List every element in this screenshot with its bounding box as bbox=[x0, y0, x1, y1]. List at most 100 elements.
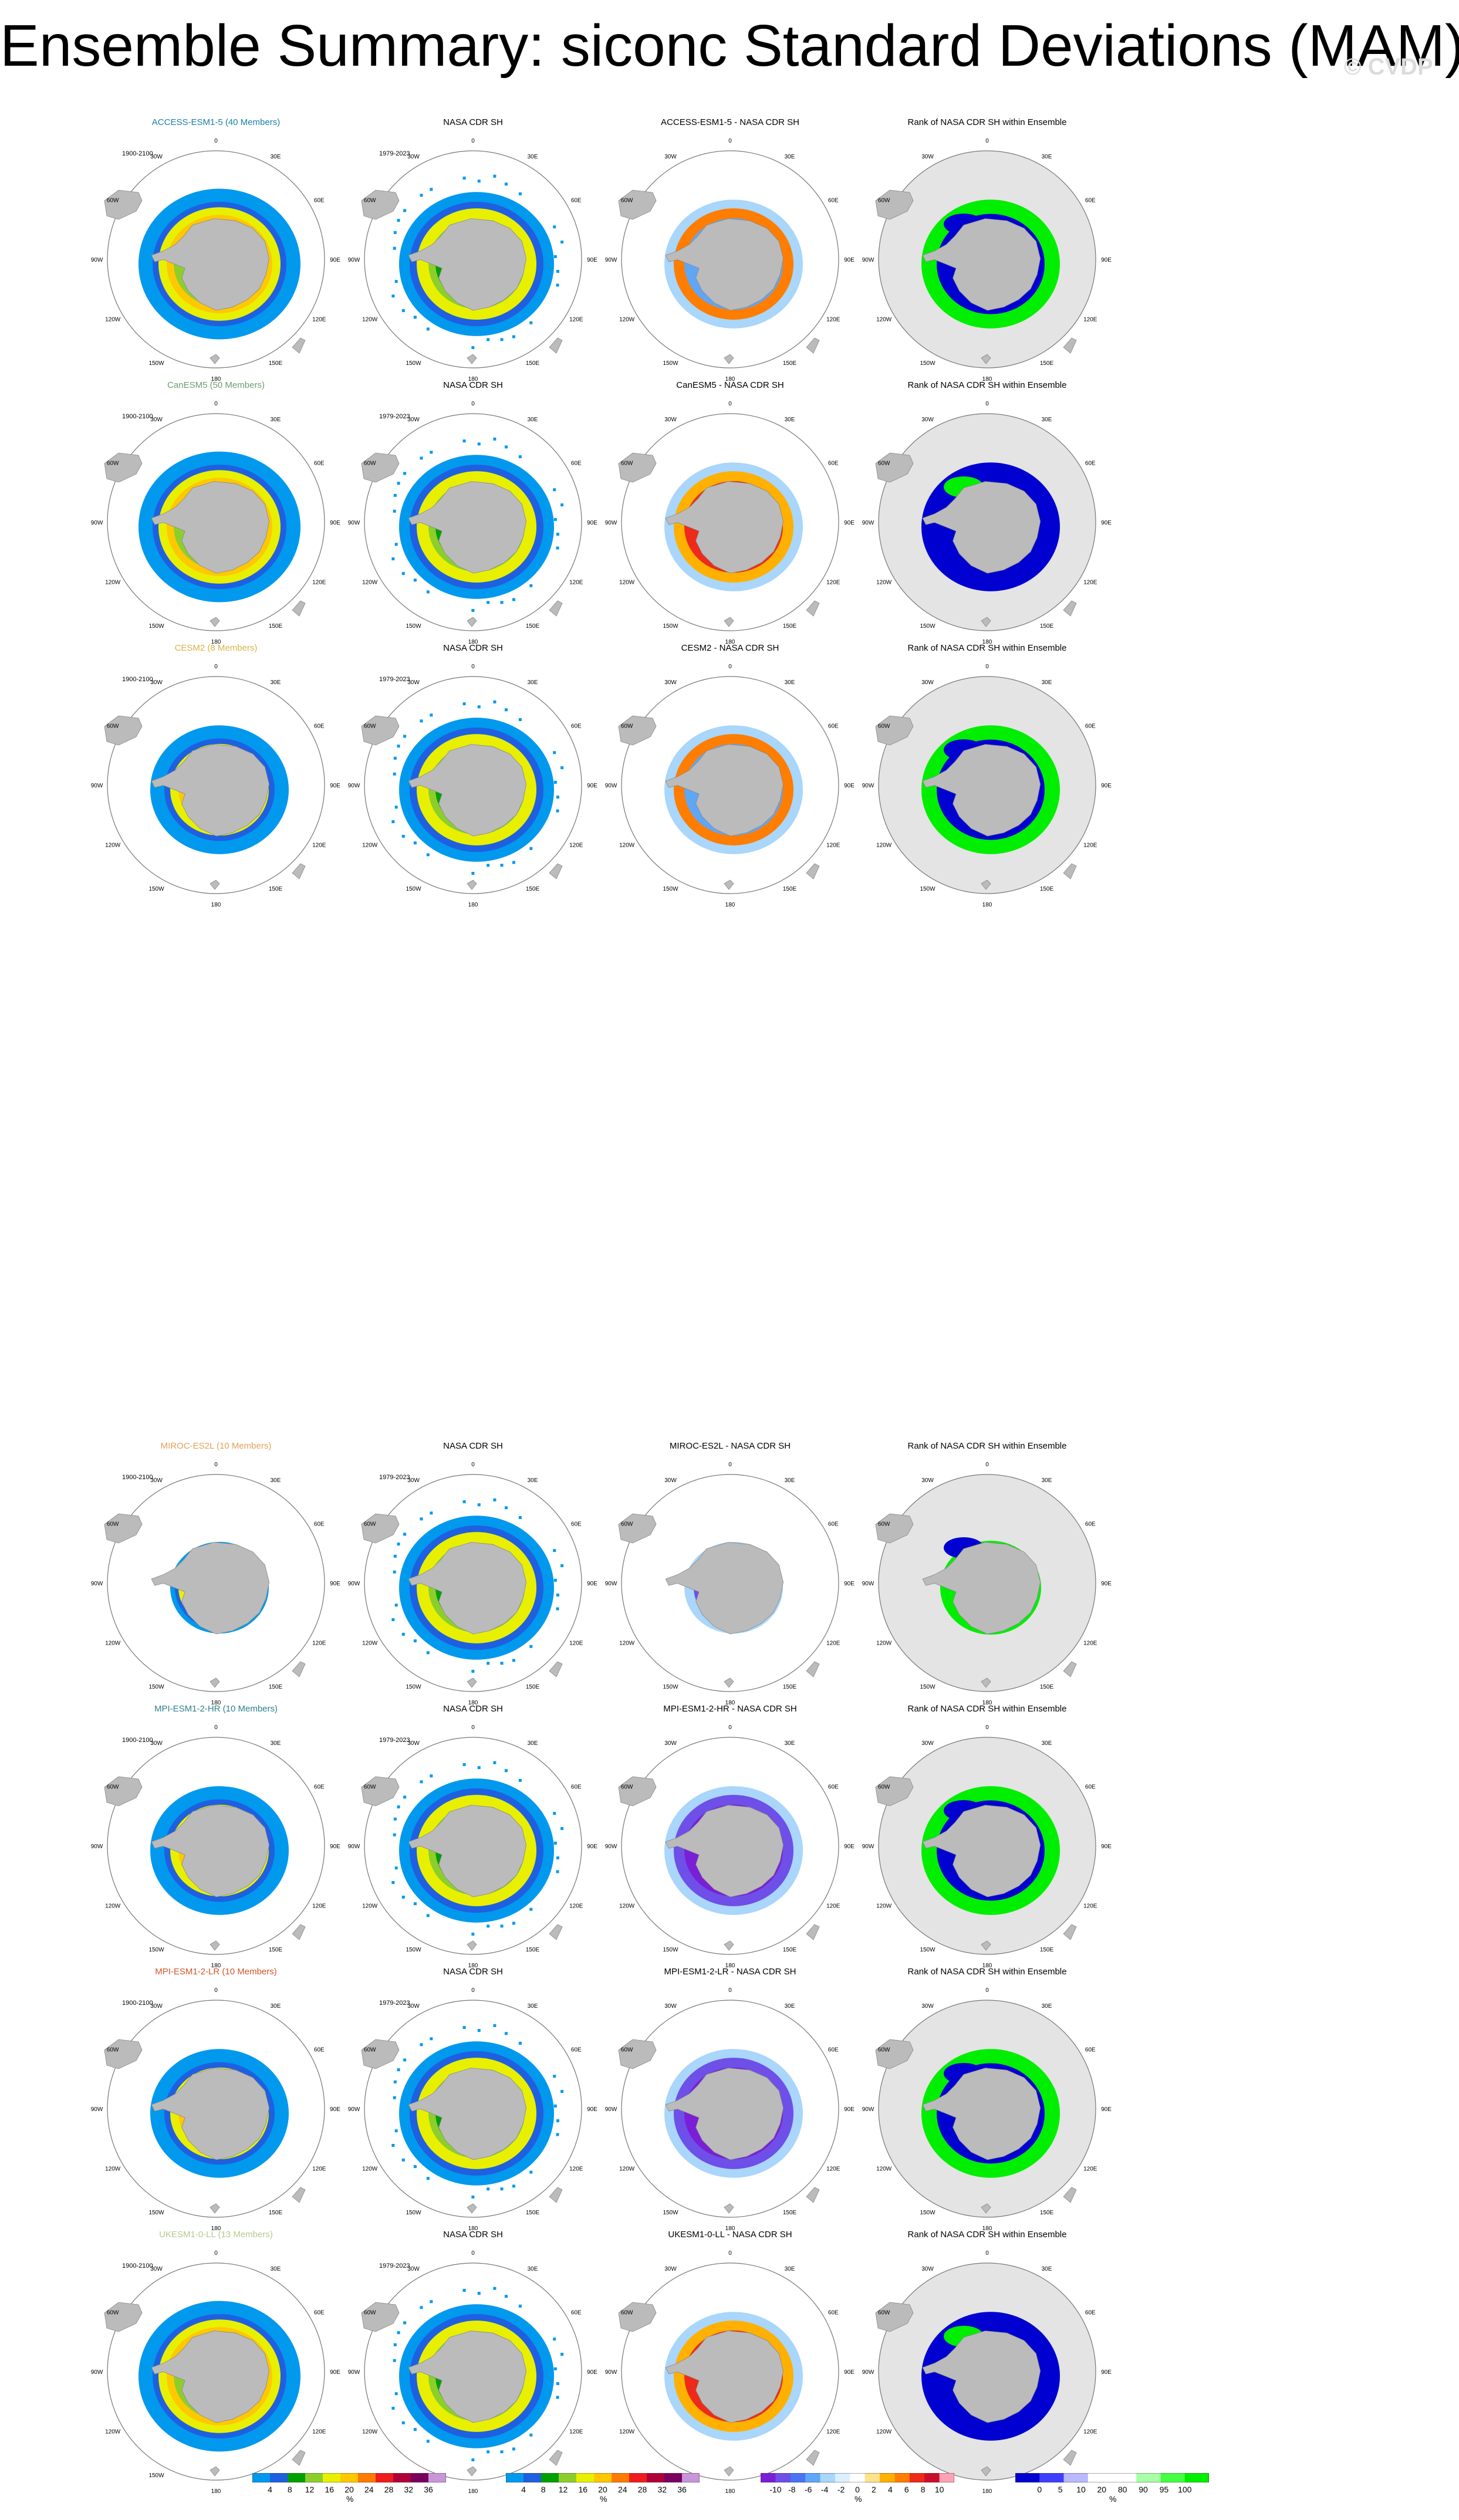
difference-panel-title: CanESM5 - NASA CDR SH bbox=[676, 380, 784, 390]
longitude-label: 60W bbox=[107, 198, 119, 204]
colorbar-swatch bbox=[1112, 2473, 1137, 2482]
antarctica-landmass bbox=[922, 1805, 1041, 1897]
sparse-std-cell bbox=[529, 1907, 533, 1911]
sparse-std-cell bbox=[393, 772, 396, 776]
longitude-label: 60E bbox=[571, 198, 582, 204]
south-america-landmass bbox=[875, 1513, 914, 1544]
sparse-std-cell bbox=[430, 188, 433, 191]
sparse-std-cell bbox=[397, 1805, 400, 1809]
colorbar-tick-label: 5 bbox=[1058, 2485, 1063, 2494]
sparse-std-cell bbox=[403, 1795, 407, 1799]
sparse-std-cell bbox=[394, 543, 398, 546]
sparse-std-cell bbox=[529, 2433, 533, 2437]
colorbar-swatch bbox=[805, 2473, 821, 2482]
longitude-label: 150E bbox=[526, 1684, 540, 1690]
antarctica-landmass bbox=[665, 218, 784, 311]
longitude-label: 60E bbox=[314, 723, 325, 730]
sparse-std-cell bbox=[401, 1895, 405, 1899]
sparse-std-cell bbox=[556, 2119, 559, 2123]
sparse-std-cell bbox=[393, 2343, 397, 2346]
antarctica-landmass bbox=[151, 744, 270, 837]
antarctica-landmass bbox=[665, 1542, 784, 1635]
longitude-label: 30E bbox=[528, 417, 538, 423]
sparse-std-cell bbox=[529, 1645, 533, 1648]
sparse-std-cell bbox=[397, 482, 400, 485]
longitude-label: 30E bbox=[271, 154, 281, 160]
south-america-landmass bbox=[104, 2039, 143, 2069]
sparse-std-cell bbox=[426, 2440, 430, 2443]
colorbar-swatch bbox=[775, 2473, 791, 2482]
longitude-label: 150E bbox=[526, 2210, 540, 2216]
longitude-label: 120W bbox=[105, 2429, 121, 2436]
longitude-label: 30E bbox=[785, 154, 795, 160]
new-zealand-landmass bbox=[210, 600, 306, 627]
longitude-label: 30E bbox=[528, 1740, 538, 1747]
rank-map: 0 30E 60E 90E 120E 150E 180 150W 120W 90W 60W 30W bbox=[862, 664, 1112, 908]
sparse-std-cell bbox=[556, 546, 559, 550]
antarctica-landmass bbox=[151, 481, 270, 574]
longitude-label: 150E bbox=[526, 886, 540, 892]
longitude-label: 120W bbox=[105, 1903, 121, 1910]
longitude-label: 180 bbox=[725, 376, 735, 383]
sparse-std-cell bbox=[529, 584, 533, 587]
longitude-label: 120W bbox=[105, 317, 121, 323]
longitude-label: 150W bbox=[406, 886, 421, 892]
longitude-label: 180 bbox=[725, 2225, 735, 2232]
model-map: 0 30E 60E 90E 120E 150E 180 150W 120W 90W 60W 30W bbox=[91, 1987, 341, 2232]
sparse-std-cell bbox=[529, 321, 533, 324]
sparse-std-cell bbox=[487, 601, 490, 604]
colorbar-swatch bbox=[576, 2473, 595, 2482]
longitude-label: 0 bbox=[214, 664, 218, 670]
longitude-label: 60E bbox=[1085, 723, 1096, 730]
longitude-label: 180 bbox=[725, 2488, 735, 2495]
longitude-label: 150E bbox=[783, 360, 797, 367]
longitude-label: 90E bbox=[587, 1581, 597, 1587]
colorbar-swatch bbox=[761, 2473, 776, 2482]
longitude-label: 180 bbox=[211, 639, 221, 645]
longitude-label: 60E bbox=[571, 1521, 582, 1528]
colorbar-swatch bbox=[1160, 2473, 1186, 2482]
sparse-std-cell bbox=[560, 2353, 564, 2356]
longitude-label: 60E bbox=[828, 1784, 839, 1791]
sparse-std-cell bbox=[477, 180, 481, 183]
longitude-label: 30W bbox=[407, 154, 420, 160]
longitude-label: 30W bbox=[664, 417, 677, 423]
colorbar-swatch bbox=[924, 2473, 940, 2482]
sparse-std-cell bbox=[403, 2321, 407, 2325]
model-period-label: 1900-2100 bbox=[122, 413, 153, 420]
colorbar-tick-label: 20 bbox=[598, 2485, 607, 2494]
obs-period-label: 1979-2023 bbox=[379, 676, 410, 683]
longitude-label: 150W bbox=[148, 2472, 164, 2479]
difference-panel-title: UKESM1-0-LL - NASA CDR SH bbox=[668, 2230, 792, 2240]
sparse-std-cell bbox=[393, 493, 397, 497]
colorbar-swatch bbox=[939, 2473, 954, 2482]
colorbar-swatch bbox=[647, 2473, 665, 2482]
longitude-label: 30E bbox=[785, 679, 795, 686]
sparse-std-cell bbox=[487, 2450, 490, 2454]
sparse-std-cell bbox=[430, 1511, 433, 1515]
sparse-std-cell bbox=[420, 456, 423, 460]
antarctica-landmass bbox=[922, 744, 1041, 837]
longitude-label: 60E bbox=[314, 1784, 325, 1791]
colorbar-swatch bbox=[1063, 2473, 1089, 2482]
south-america-landmass bbox=[361, 2039, 400, 2069]
longitude-label: 90E bbox=[844, 1581, 855, 1587]
sparse-std-cell bbox=[504, 2032, 508, 2035]
longitude-label: 90W bbox=[605, 520, 617, 526]
longitude-label: 90E bbox=[330, 1581, 340, 1587]
longitude-label: 30W bbox=[150, 2003, 163, 2010]
longitude-label: 90E bbox=[330, 520, 340, 526]
colorbar-swatch bbox=[559, 2473, 577, 2482]
sparse-std-cell bbox=[391, 820, 395, 824]
sparse-std-cell bbox=[462, 702, 466, 706]
longitude-label: 120E bbox=[826, 2429, 840, 2436]
rank-panel-title: Rank of NASA CDR SH within Ensemble bbox=[907, 1704, 1067, 1714]
longitude-label: 90W bbox=[605, 257, 617, 263]
longitude-label: 180 bbox=[982, 1700, 992, 1706]
longitude-label: 0 bbox=[985, 1462, 989, 1468]
sparse-std-cell bbox=[391, 1881, 395, 1885]
longitude-label: 30W bbox=[921, 1740, 934, 1747]
sparse-std-cell bbox=[413, 2165, 417, 2169]
